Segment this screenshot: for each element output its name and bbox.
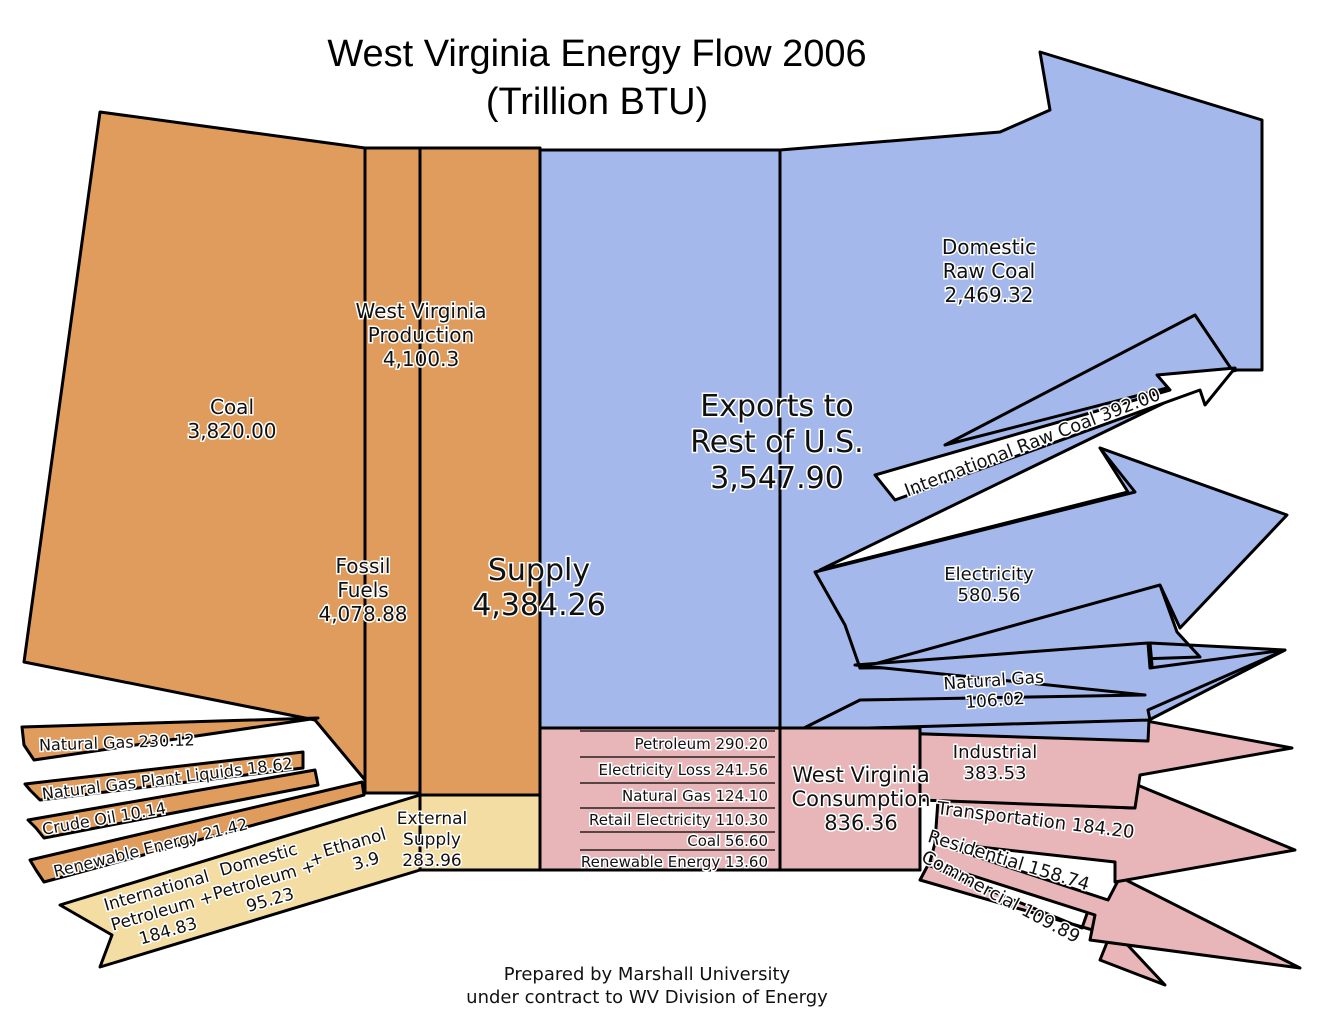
electricity-label: Electricity: [944, 564, 1034, 585]
external-supply-value: 283.96: [402, 851, 461, 871]
residential-arrow: [928, 841, 1302, 970]
renewable-input-arrow: [28, 780, 366, 884]
external-supply-block: [418, 793, 542, 872]
footer-line-2: under contract to WV Division of Energy: [466, 987, 828, 1008]
exports-label-2: Rest of U.S.: [690, 425, 863, 460]
breakdown-item: Electricity Loss 241.56: [599, 761, 768, 779]
fossil-fuels-label-1: Fossil: [336, 554, 391, 578]
exports-value: 3,547.90: [710, 461, 844, 496]
electricity-arrow: [813, 446, 1289, 670]
domestic-raw-coal-label-2: Raw Coal: [943, 259, 1035, 283]
wv-consumption-label-block: [778, 726, 922, 872]
wv-consumption-block: [538, 726, 782, 872]
domestic-raw-coal-value: 2,469.32: [944, 283, 1033, 307]
external-supply-label-2: Supply: [403, 830, 461, 850]
wv-consumption-value: 836.36: [824, 811, 897, 835]
breakdown-item: Petroleum 290.20: [635, 735, 768, 753]
diagram-title: West Virginia Energy Flow 2006: [327, 33, 866, 75]
diagram-subtitle: (Trillion BTU): [486, 81, 708, 123]
coal-value: 3,820.00: [187, 419, 276, 443]
crude-oil-input-arrow: [26, 768, 320, 840]
natural-gas-export-arrow: [798, 641, 1287, 732]
consumption-breakdown-lines: [580, 730, 775, 851]
fossil-fuels-label-2: Fuels: [337, 578, 388, 602]
natural-gas-input-arrow: [20, 716, 320, 762]
wv-consumption-label-1: West Virginia: [792, 763, 929, 787]
breakdown-item: Renewable Energy 13.60: [581, 853, 768, 871]
exports-block: [538, 148, 782, 730]
fossil-fuels-value: 4,078.88: [318, 602, 407, 626]
wv-production-value: 4,100.3: [383, 347, 459, 371]
industrial-value: 383.53: [964, 763, 1027, 784]
breakdown-item: Retail Electricity 110.30: [589, 811, 768, 829]
natural-gas-input-label: Natural Gas 230.12: [39, 730, 195, 754]
petroleum-ethanol-input-arrow: [58, 793, 422, 969]
supply-value: 4,384.26: [472, 588, 606, 623]
consumption-breakdown: Petroleum 290.20 Electricity Loss 241.56…: [579, 734, 769, 873]
wv-production-label-2: Production: [368, 323, 474, 347]
exports-label-1: Exports to: [700, 389, 854, 424]
natural-gas-export-value: 106.02: [965, 689, 1026, 713]
wv-production-label-1: West Virginia: [356, 299, 487, 323]
wv-consumption-label-2: Consumption: [791, 787, 930, 811]
external-supply-label-1: External: [397, 809, 468, 829]
electricity-value: 580.56: [958, 585, 1021, 606]
breakdown-item: Coal 56.60: [687, 832, 768, 850]
supply-label: Supply: [488, 553, 590, 588]
fossil-fuels-column: [363, 146, 422, 795]
ngl-input-arrow: [23, 750, 305, 802]
footer-line-1: Prepared by Marshall University: [504, 964, 791, 985]
wv-production-column: [418, 146, 542, 797]
coal-label: Coal: [210, 395, 254, 419]
international-raw-coal-arrow: [873, 366, 1237, 502]
plus-sign: +: [307, 848, 326, 871]
domestic-raw-coal-label-1: Domestic: [942, 235, 1036, 259]
breakdown-item: Natural Gas 124.10: [622, 787, 768, 805]
industrial-label: Industrial: [953, 742, 1037, 763]
